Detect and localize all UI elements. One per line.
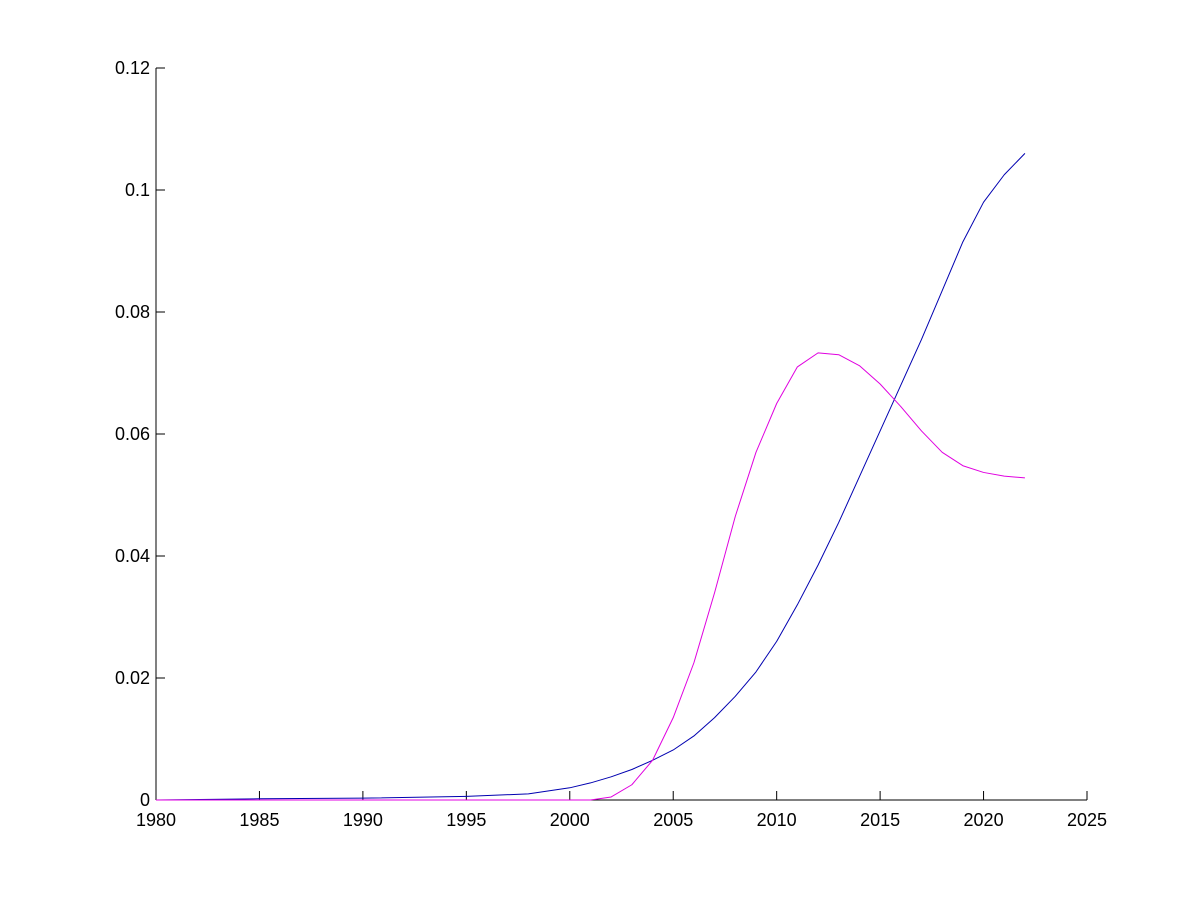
x-tick-label-9: 2025	[1067, 810, 1107, 830]
x-tick-label-7: 2015	[860, 810, 900, 830]
x-tick-label-2: 1990	[343, 810, 383, 830]
plot-series	[155, 153, 1026, 801]
y-tick-label-3: 0.06	[115, 424, 150, 444]
y-tick-label-5: 0.1	[125, 180, 150, 200]
y-tick-label-4: 0.08	[115, 302, 150, 322]
y-tick-label-0: 0	[140, 790, 150, 810]
x-tick-label-5: 2005	[653, 810, 693, 830]
y-tick-label-2: 0.04	[115, 546, 150, 566]
y-tick-label-6: 0.12	[115, 58, 150, 78]
x-tick-label-3: 1995	[446, 810, 486, 830]
y-tick-label-1: 0.02	[115, 668, 150, 688]
x-tick-label-4: 2000	[550, 810, 590, 830]
series-line-1	[156, 352, 1025, 801]
x-tick-label-8: 2020	[964, 810, 1004, 830]
x-tick-label-6: 2010	[757, 810, 797, 830]
series-line-0	[155, 153, 1026, 801]
axes: 1980 1985 1990 1995 2000 2005 2010 2015 2020 2025…	[115, 58, 1107, 830]
x-tick-label-0: 1980	[136, 810, 176, 830]
x-tick-label-1: 1985	[239, 810, 279, 830]
